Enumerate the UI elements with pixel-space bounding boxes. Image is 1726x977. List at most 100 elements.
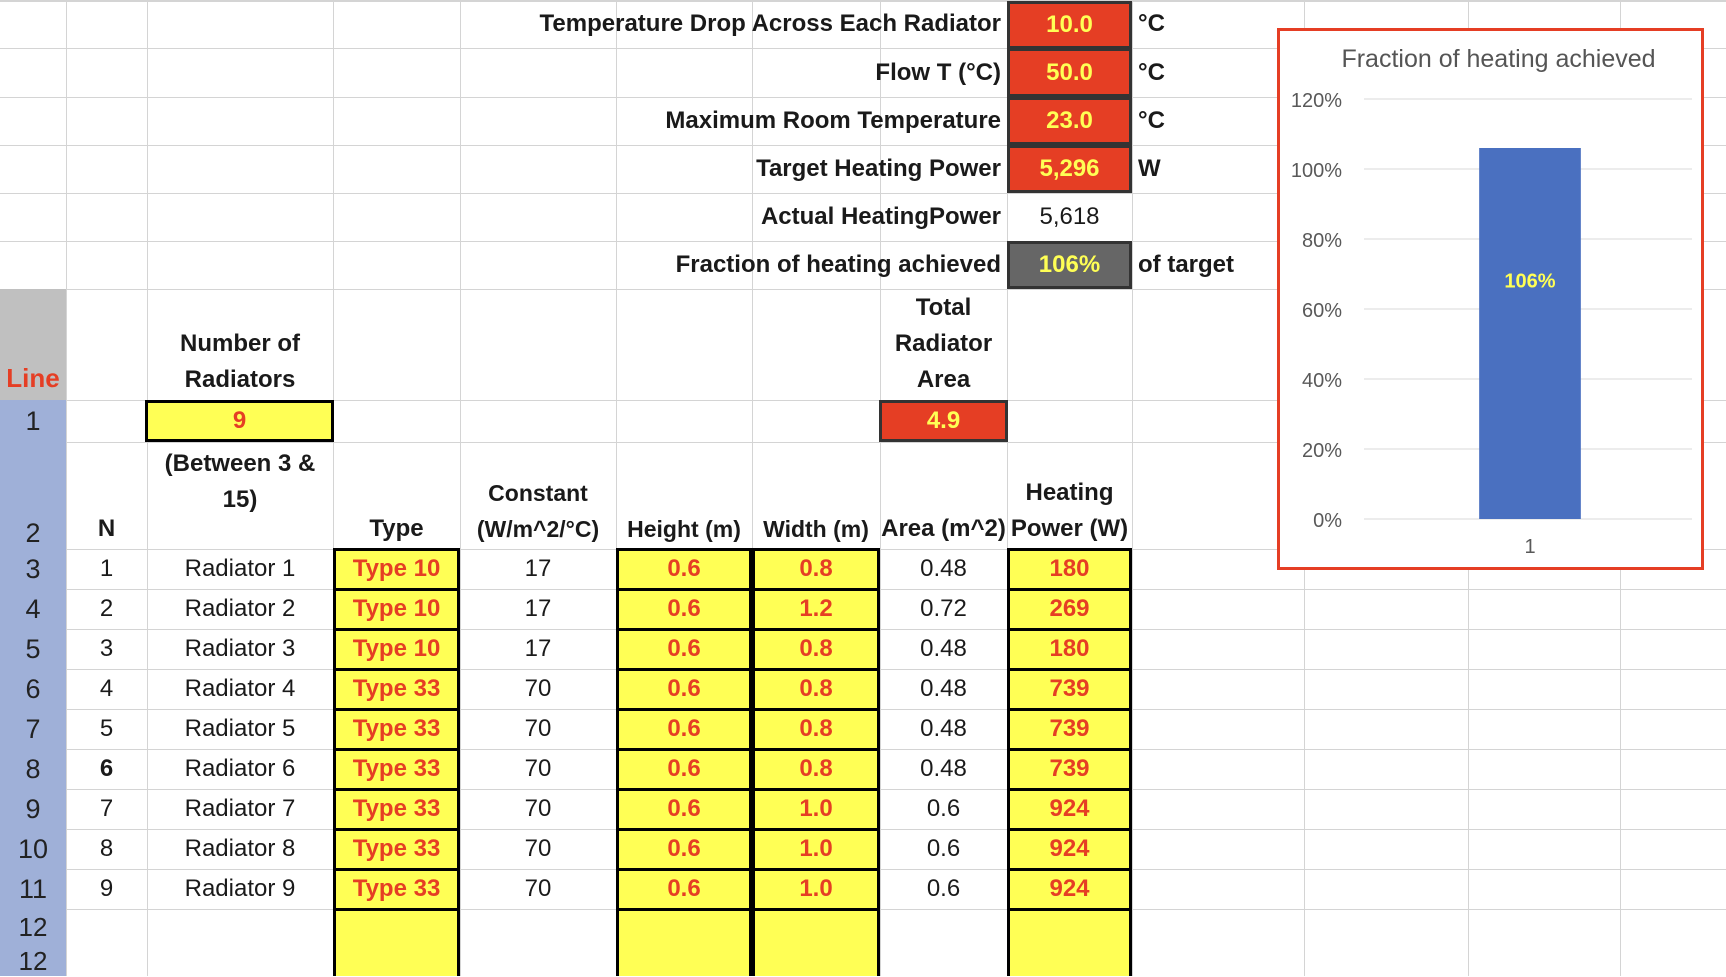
param-value[interactable]: 10.0 <box>1007 1 1132 49</box>
param-value[interactable]: 5,296 <box>1007 145 1132 193</box>
row-header-line <box>0 289 66 400</box>
cell-height[interactable]: 0.6 <box>667 635 701 662</box>
cell-width[interactable]: 1.0 <box>799 795 833 822</box>
cell-width[interactable]: 1.0 <box>799 835 833 862</box>
gridline-horizontal <box>0 442 1726 443</box>
param-label: Flow T (°C) <box>875 58 1001 86</box>
row-number[interactable]: 12 <box>18 912 48 942</box>
cell-type[interactable]: Type 33 <box>352 755 441 782</box>
row-number[interactable]: 2 <box>25 518 41 548</box>
gridline-vertical <box>880 0 881 976</box>
cell-n: 6 <box>99 755 114 782</box>
cell-n: 1 <box>99 555 114 582</box>
param-label: Target Heating Power <box>756 155 1001 182</box>
cell-n: 5 <box>99 715 114 742</box>
row-number[interactable]: 5 <box>25 633 41 664</box>
param-value[interactable]: 23.0 <box>1007 97 1132 145</box>
cell-border <box>752 548 880 551</box>
param-value: 5,618 <box>1039 203 1100 230</box>
bar-data-label: 106% <box>1504 271 1555 293</box>
cell-constant: 70 <box>524 675 552 702</box>
param-unit: of target <box>1138 251 1234 278</box>
cell-border <box>1007 748 1132 751</box>
row-number[interactable]: 8 <box>25 753 41 784</box>
number-of-radiators-input[interactable]: 9 <box>145 400 334 442</box>
cell-power: 739 <box>1049 675 1090 702</box>
column-header-n: N <box>97 515 116 542</box>
cell-height[interactable]: 0.6 <box>667 715 701 742</box>
row-number[interactable]: 1 <box>25 405 41 436</box>
y-tick-label: 100% <box>1291 160 1342 182</box>
row-number[interactable]: 10 <box>17 833 49 864</box>
cell-border <box>1007 908 1132 911</box>
cell-border <box>752 908 880 911</box>
cell-constant: 17 <box>524 555 552 582</box>
cell-height[interactable]: 0.6 <box>667 795 701 822</box>
cell-type[interactable]: Type 10 <box>352 555 441 582</box>
cell-width[interactable]: 0.8 <box>799 635 833 662</box>
x-tick-label: 1 <box>1524 536 1535 558</box>
gridline-horizontal <box>0 193 1726 194</box>
row-header-column <box>0 400 66 976</box>
cell-radiator-name: Radiator 8 <box>184 835 296 862</box>
cell-height[interactable]: 0.6 <box>667 875 701 902</box>
chart-title: Fraction of heating achieved <box>1341 45 1655 73</box>
gridline-vertical <box>147 0 148 976</box>
cell-border <box>1007 828 1132 831</box>
param-unit: °C <box>1138 58 1165 86</box>
cell-height[interactable]: 0.6 <box>667 835 701 862</box>
cell-width[interactable]: 0.8 <box>799 555 833 582</box>
cell-border <box>1007 788 1132 791</box>
param-value[interactable]: 50.0 <box>1007 48 1132 97</box>
cell-height[interactable]: 0.6 <box>667 755 701 782</box>
chart-canvas: Fraction of heating achieved 0% 20% 40% 60% 8… <box>1291 45 1692 558</box>
cell-width[interactable]: 1.0 <box>799 875 833 902</box>
column-header-area: Area (m^2) <box>881 515 1006 542</box>
column-header-width: Width (m) <box>763 516 869 542</box>
row-number[interactable]: 11 <box>18 873 48 904</box>
cell-border <box>752 588 880 591</box>
cell-n: 7 <box>99 795 114 822</box>
row-number[interactable]: 4 <box>25 593 41 624</box>
row-number[interactable]: 6 <box>25 673 41 704</box>
cell-border <box>333 708 460 711</box>
row-number[interactable]: 3 <box>25 553 41 584</box>
row-number[interactable]: 12 <box>18 945 48 976</box>
cell-width[interactable]: 0.8 <box>799 755 833 782</box>
cell-border <box>616 908 752 911</box>
number-of-radiators-header: Number of Radiators <box>180 330 300 393</box>
fraction-chart[interactable]: Fraction of heating achieved 0% 20% 40% 60% 8… <box>1277 28 1704 570</box>
row-number[interactable]: 7 <box>25 713 41 744</box>
param-label: Maximum Room Temperature <box>665 107 1001 134</box>
row-number[interactable]: 9 <box>25 793 41 824</box>
cell-type[interactable]: Type 33 <box>352 875 441 902</box>
cell-width[interactable]: 0.8 <box>799 675 833 702</box>
cell-n: 8 <box>99 835 114 862</box>
cell-border <box>752 708 880 711</box>
param-unit: W <box>1138 155 1161 182</box>
cell-radiator-name: Radiator 6 <box>184 755 296 782</box>
cell-type[interactable]: Type 33 <box>352 795 441 822</box>
cell-border <box>616 708 752 711</box>
cell-height[interactable]: 0.6 <box>667 555 701 582</box>
cell-type[interactable]: Type 33 <box>352 675 441 702</box>
cell-width[interactable]: 0.8 <box>799 715 833 742</box>
y-tick-label: 80% <box>1302 230 1342 252</box>
cell-type[interactable]: Type 10 <box>352 595 441 622</box>
param-label: Actual HeatingPower <box>760 203 1001 230</box>
cell-height[interactable]: 0.6 <box>667 675 701 702</box>
cell-height[interactable]: 0.6 <box>667 595 701 622</box>
cell-type[interactable]: Type 33 <box>352 835 441 862</box>
param-label: Fraction of heating achieved <box>675 251 1001 278</box>
y-tick-label: 0% <box>1313 510 1342 532</box>
cell-border <box>333 788 460 791</box>
cell-type[interactable]: Type 33 <box>352 715 441 742</box>
cell-constant: 70 <box>524 835 552 862</box>
cell-border <box>1007 588 1132 591</box>
cell-width[interactable]: 1.2 <box>799 595 833 622</box>
param-unit: °C <box>1138 107 1165 134</box>
cell-type[interactable]: Type 10 <box>352 635 441 662</box>
cell-radiator-name: Radiator 4 <box>184 675 296 702</box>
y-tick-label: 40% <box>1302 370 1342 392</box>
cell-n: 9 <box>99 875 114 902</box>
